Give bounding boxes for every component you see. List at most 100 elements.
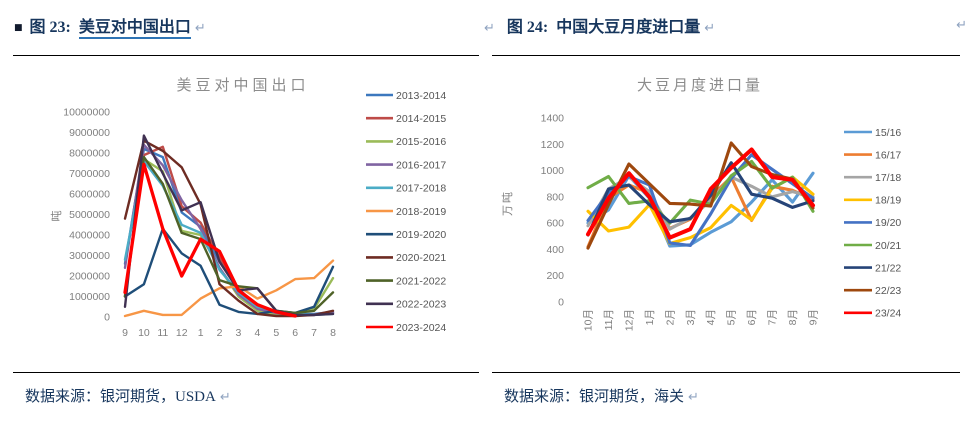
series-line-2018-2019 xyxy=(123,259,335,318)
paragraph-mark-icon: ↵ xyxy=(484,21,495,36)
y-tick-label: 4000000 xyxy=(69,230,110,242)
y-tick-label: 6000000 xyxy=(69,189,110,201)
x-tick-label: 10月 xyxy=(583,309,595,331)
figure-24-label: 图 24: xyxy=(506,19,549,36)
y-tick-label: 2000000 xyxy=(69,271,110,283)
y-tick-label: 1400 xyxy=(541,113,565,125)
legend-label-16/17: 16/17 xyxy=(875,149,901,161)
series-line-23/24 xyxy=(586,147,815,240)
y-tick-label: 7000000 xyxy=(69,168,110,180)
x-tick-label: 4月 xyxy=(705,309,717,325)
legend-label-15/16: 15/16 xyxy=(875,127,901,139)
paragraph-mark-icon: ↵ xyxy=(956,18,967,33)
x-tick-label: 6 xyxy=(292,327,298,339)
figure-23-panel: ■ 图 23: 美豆对中国出口 ↵ 美豆对中国出口吨 0 1000000 2000000 30… xyxy=(0,0,484,422)
data-source-note: 数据来源：银河期货，USDA ↵ xyxy=(25,385,231,406)
legend-label-2020-2021: 2020-2021 xyxy=(396,252,446,264)
x-tick-label: 9月 xyxy=(808,309,820,325)
y-tick-label: 9000000 xyxy=(69,127,110,139)
x-tick-label: 1月 xyxy=(644,309,656,325)
square-bullet-icon: ■ xyxy=(14,23,23,33)
y-tick-label: 8000000 xyxy=(69,148,110,160)
x-tick-label: 12 xyxy=(176,327,188,339)
legend-label-2013-2014: 2013-2014 xyxy=(396,90,446,102)
data-source-text: 数据来源：银河期货，海关 xyxy=(504,389,685,405)
legend-label-2017-2018: 2017-2018 xyxy=(396,183,446,195)
data-source-text: 数据来源：银河期货，USDA xyxy=(25,389,216,405)
x-tick-label: 9 xyxy=(122,327,128,339)
paragraph-mark-icon: ↵ xyxy=(219,390,231,405)
figure-24-caption: ↵ 图 24: 中国大豆月度进口量 ↵ xyxy=(484,13,715,37)
y-tick-label: 200 xyxy=(546,270,564,282)
divider-bottom xyxy=(13,372,479,373)
figure-24-title: 中国大豆月度进口量 xyxy=(556,19,701,36)
y-tick-label: 0 xyxy=(104,312,110,324)
y-tick-label: 10000000 xyxy=(63,107,110,119)
x-tick-label: 4 xyxy=(254,327,260,339)
series-line-2021-2022 xyxy=(123,155,335,315)
data-source-note: 数据来源：银河期货，海关 ↵ xyxy=(504,385,699,406)
y-tick-label: 400 xyxy=(546,244,564,256)
x-tick-label: 6月 xyxy=(746,309,758,325)
figure-23-caption: ■ 图 23: 美豆对中国出口 ↵ xyxy=(14,13,206,39)
legend-label-2014-2015: 2014-2015 xyxy=(396,113,446,125)
x-tick-label: 8 xyxy=(330,327,336,339)
paragraph-mark-icon: ↵ xyxy=(704,21,716,36)
x-tick-label: 2月 xyxy=(664,309,676,325)
x-tick-label: 3月 xyxy=(685,309,697,325)
x-tick-label: 5 xyxy=(273,327,279,339)
series-line-2016-2017 xyxy=(123,143,335,317)
x-tick-label: 11月 xyxy=(603,309,615,330)
x-tick-label: 3 xyxy=(236,327,242,339)
legend-label-18/19: 18/19 xyxy=(875,195,901,207)
y-tick-label: 0 xyxy=(558,297,564,309)
paragraph-mark-icon: ↵ xyxy=(194,21,206,36)
divider-top xyxy=(492,55,960,56)
legend-label-2023-2024: 2023-2024 xyxy=(396,322,446,334)
divider-top xyxy=(13,55,479,56)
legend-label-17/18: 17/18 xyxy=(875,172,901,184)
y-tick-label: 3000000 xyxy=(69,250,110,262)
legend-label-23/24: 23/24 xyxy=(875,308,901,320)
legend-label-2016-2017: 2016-2017 xyxy=(396,159,446,171)
figure-23-label: 图 23: xyxy=(29,19,71,36)
y-tick-label: 1200 xyxy=(541,139,565,151)
x-tick-label: 1 xyxy=(198,327,204,339)
x-tick-label: 8月 xyxy=(787,309,799,325)
series-line-15/16 xyxy=(586,171,815,248)
y-tick-label: 800 xyxy=(546,191,564,203)
chart-title: 大豆月度进口量 xyxy=(637,77,763,94)
paragraph-mark-icon: ↵ xyxy=(688,390,699,405)
x-tick-label: 2 xyxy=(217,327,223,339)
series-line-20/21 xyxy=(586,159,815,225)
figure-24-panel: ↵ 图 24: 中国大豆月度进口量 ↵ 大豆月度进口量 万吨 0 200 400 600 800 1… xyxy=(484,0,969,422)
legend-label-2019-2020: 2019-2020 xyxy=(396,229,446,241)
legend-label-2018-2019: 2018-2019 xyxy=(396,206,446,218)
legend-label-21/22: 21/22 xyxy=(875,262,901,274)
x-tick-label: 7 xyxy=(311,327,317,339)
legend-label-19/20: 19/20 xyxy=(875,217,901,229)
y-axis-title: 吨 xyxy=(50,209,63,222)
y-tick-label: 1000000 xyxy=(69,291,110,303)
x-tick-label: 7月 xyxy=(767,309,779,325)
series-line-2022-2023 xyxy=(123,134,335,317)
x-tick-label: 5月 xyxy=(726,309,738,325)
chart-title: 美豆对中国出口 xyxy=(176,77,309,94)
y-tick-label: 1000 xyxy=(541,165,565,177)
legend-label-22/23: 22/23 xyxy=(875,285,901,297)
series-line-2014-2015 xyxy=(123,145,335,317)
divider-bottom xyxy=(492,372,960,373)
legend-label-2022-2023: 2022-2023 xyxy=(396,299,446,311)
x-tick-label: 10 xyxy=(138,327,150,339)
x-tick-label: 12月 xyxy=(623,309,635,331)
legend-label-2021-2022: 2021-2022 xyxy=(396,275,446,287)
y-axis-title: 万吨 xyxy=(501,190,514,216)
y-tick-label: 5000000 xyxy=(69,209,110,221)
x-tick-label: 11 xyxy=(157,327,168,339)
legend-label-20/21: 20/21 xyxy=(875,240,901,252)
figure-23-title-link[interactable]: 美豆对中国出口 xyxy=(78,19,191,39)
series-line-2023-2024 xyxy=(123,162,297,318)
